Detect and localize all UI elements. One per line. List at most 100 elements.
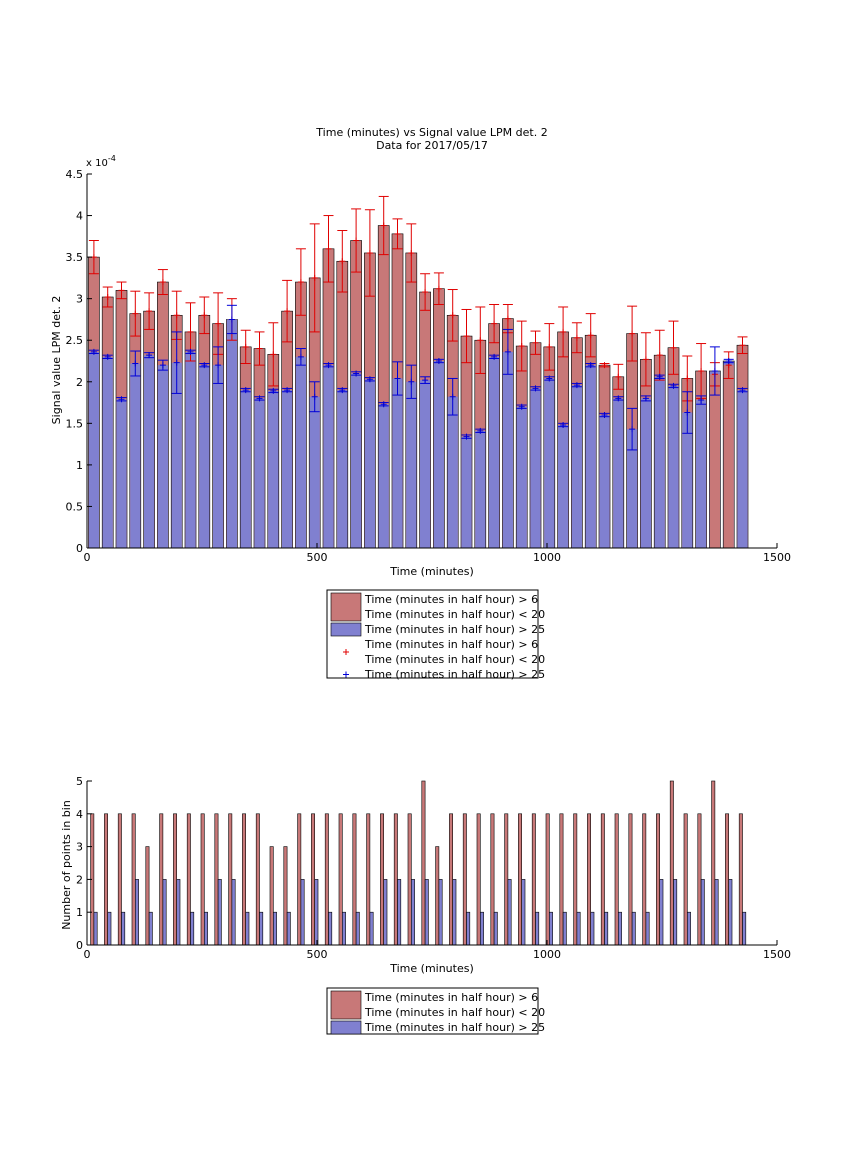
chart1-bar-lower	[254, 398, 265, 548]
chart2-bar-red	[559, 813, 564, 946]
chart1-bar-lower	[268, 390, 279, 548]
chart1-y-tick-label: 1	[76, 459, 83, 472]
chart1-point-blue	[215, 362, 222, 369]
chart1-point-blue	[711, 367, 718, 374]
chart1-xlabel: Time (minutes)	[389, 565, 474, 578]
chart2-bar-blue	[272, 911, 277, 946]
chart1-point-blue	[242, 387, 249, 394]
chart2-bar-red	[269, 846, 274, 946]
chart2-bar-blue	[479, 911, 484, 946]
chart2-bar-red	[476, 813, 481, 946]
chart2-legend: Time (minutes in half hour) > 6 Time (min…	[326, 987, 545, 1035]
chart2-bar-blue	[383, 879, 388, 946]
chart2-bar-blue	[686, 911, 691, 946]
chart1-point-red	[560, 328, 567, 335]
chart1-y-tick-label: 3.5	[66, 251, 84, 264]
chart1-bar-lower	[350, 373, 362, 548]
chart1-point-red	[629, 330, 636, 337]
chart2-y-tick-label: 0	[76, 939, 83, 952]
chart1-point-red	[449, 312, 456, 319]
chart2-bar-red	[628, 813, 633, 946]
chart1-point-blue	[380, 401, 387, 408]
chart1-bar-lower	[571, 385, 583, 548]
chart1-point-red	[573, 334, 580, 341]
chart1-point-red	[132, 310, 139, 317]
chart1-y-tick-label: 4.5	[66, 168, 84, 181]
chart1-y-tick-label: 4	[76, 210, 83, 223]
chart2-bar-red	[366, 813, 371, 946]
chart1-point-blue	[90, 348, 97, 355]
chart1-bar-lower	[654, 376, 665, 548]
chart2-bar-blue	[617, 911, 622, 946]
chart1-point-blue	[491, 353, 498, 360]
chart1-bar-lower	[682, 412, 693, 548]
chart1-point-red	[270, 351, 277, 358]
chart2-bar-red	[449, 813, 454, 946]
chart1-bar-lower	[723, 365, 734, 548]
chart2-bar-red	[656, 813, 661, 946]
chart1-bar-lower	[557, 424, 569, 548]
chart2-legend-swatch-blue-bar	[330, 1020, 362, 1035]
chart1-bar-lower	[143, 355, 155, 548]
chart1-y-tick-label: 2.5	[66, 334, 84, 347]
chart1-point-blue	[118, 396, 125, 403]
chart2-bar-red	[104, 813, 109, 946]
chart1-point-blue	[435, 358, 442, 364]
chart1-point-red	[656, 352, 663, 359]
chart1-point-red	[504, 315, 511, 322]
chart2-legend-label: Time (minutes in half hour) > 6	[364, 991, 538, 1004]
chart1-bar-lower	[502, 351, 514, 548]
chart2-bar-red	[669, 780, 674, 946]
chart1-point-red	[297, 279, 304, 286]
chart1-point-red	[684, 375, 691, 382]
chart1-point-red	[311, 274, 318, 281]
chart1-x-tick-label: 1500	[763, 551, 791, 564]
chart1-point-red	[325, 245, 332, 252]
chart1-bar-lower	[585, 365, 596, 548]
chart1-point-blue	[146, 352, 153, 359]
chart2-bar-red	[214, 813, 219, 946]
chart1-point-red	[435, 285, 442, 292]
chart1-point-blue	[187, 348, 194, 355]
chart1-point-blue	[228, 316, 235, 323]
chart2-bar-red	[490, 813, 495, 946]
chart2-x-tick-label: 1000	[533, 948, 561, 961]
chart2-legend-label: Time (minutes in half hour) > 25	[364, 1021, 545, 1034]
chart1-point-red	[394, 230, 401, 237]
chart2-bar-red	[573, 813, 578, 946]
chart1-point-blue	[573, 382, 580, 389]
chart1-point-blue	[353, 370, 360, 377]
chart1-y-tick-label: 3	[76, 293, 83, 306]
chart2-bar-red	[600, 813, 605, 946]
chart1-point-red	[242, 343, 249, 350]
chart2-bar-red	[725, 813, 730, 946]
chart1-bar-lower	[171, 362, 182, 548]
chart1-point-red	[532, 339, 539, 346]
chart2-bar-blue	[397, 879, 402, 946]
chart1-bar-lower	[281, 390, 293, 548]
chart1-bar-lower	[737, 390, 748, 548]
chart2-bar-red	[200, 813, 205, 946]
chart1-point-blue	[739, 387, 746, 394]
chart1-y-tick-label: 0.5	[66, 500, 84, 513]
chart1-point-blue	[449, 393, 456, 400]
chart2-bar-blue	[507, 879, 512, 946]
chart1-point-red	[366, 249, 373, 256]
chart2-bar-red	[352, 813, 357, 946]
chart1-bar-lower	[433, 361, 445, 548]
chart2-plot-area: 0 500 1000 1500 0 1 2 3 4 5	[76, 775, 791, 961]
chart1-bar-lower	[309, 396, 320, 548]
chart2-bar-blue	[162, 879, 167, 946]
chart2-bar-red	[587, 813, 592, 946]
chart1-bar-lower	[88, 351, 100, 548]
chart2-bar-blue	[121, 911, 126, 946]
chart2-bar-blue	[659, 879, 664, 946]
chart1-bar-lower	[392, 378, 403, 548]
chart2-bar-red	[338, 813, 343, 946]
chart2-bar-red	[683, 813, 688, 946]
chart2-ylabel: Number of points in bin	[60, 800, 73, 930]
chart1-bar-lower	[668, 385, 679, 548]
chart2-bar-red	[421, 780, 426, 946]
chart2-bar-blue	[410, 879, 415, 946]
chart1-point-red	[256, 345, 263, 352]
